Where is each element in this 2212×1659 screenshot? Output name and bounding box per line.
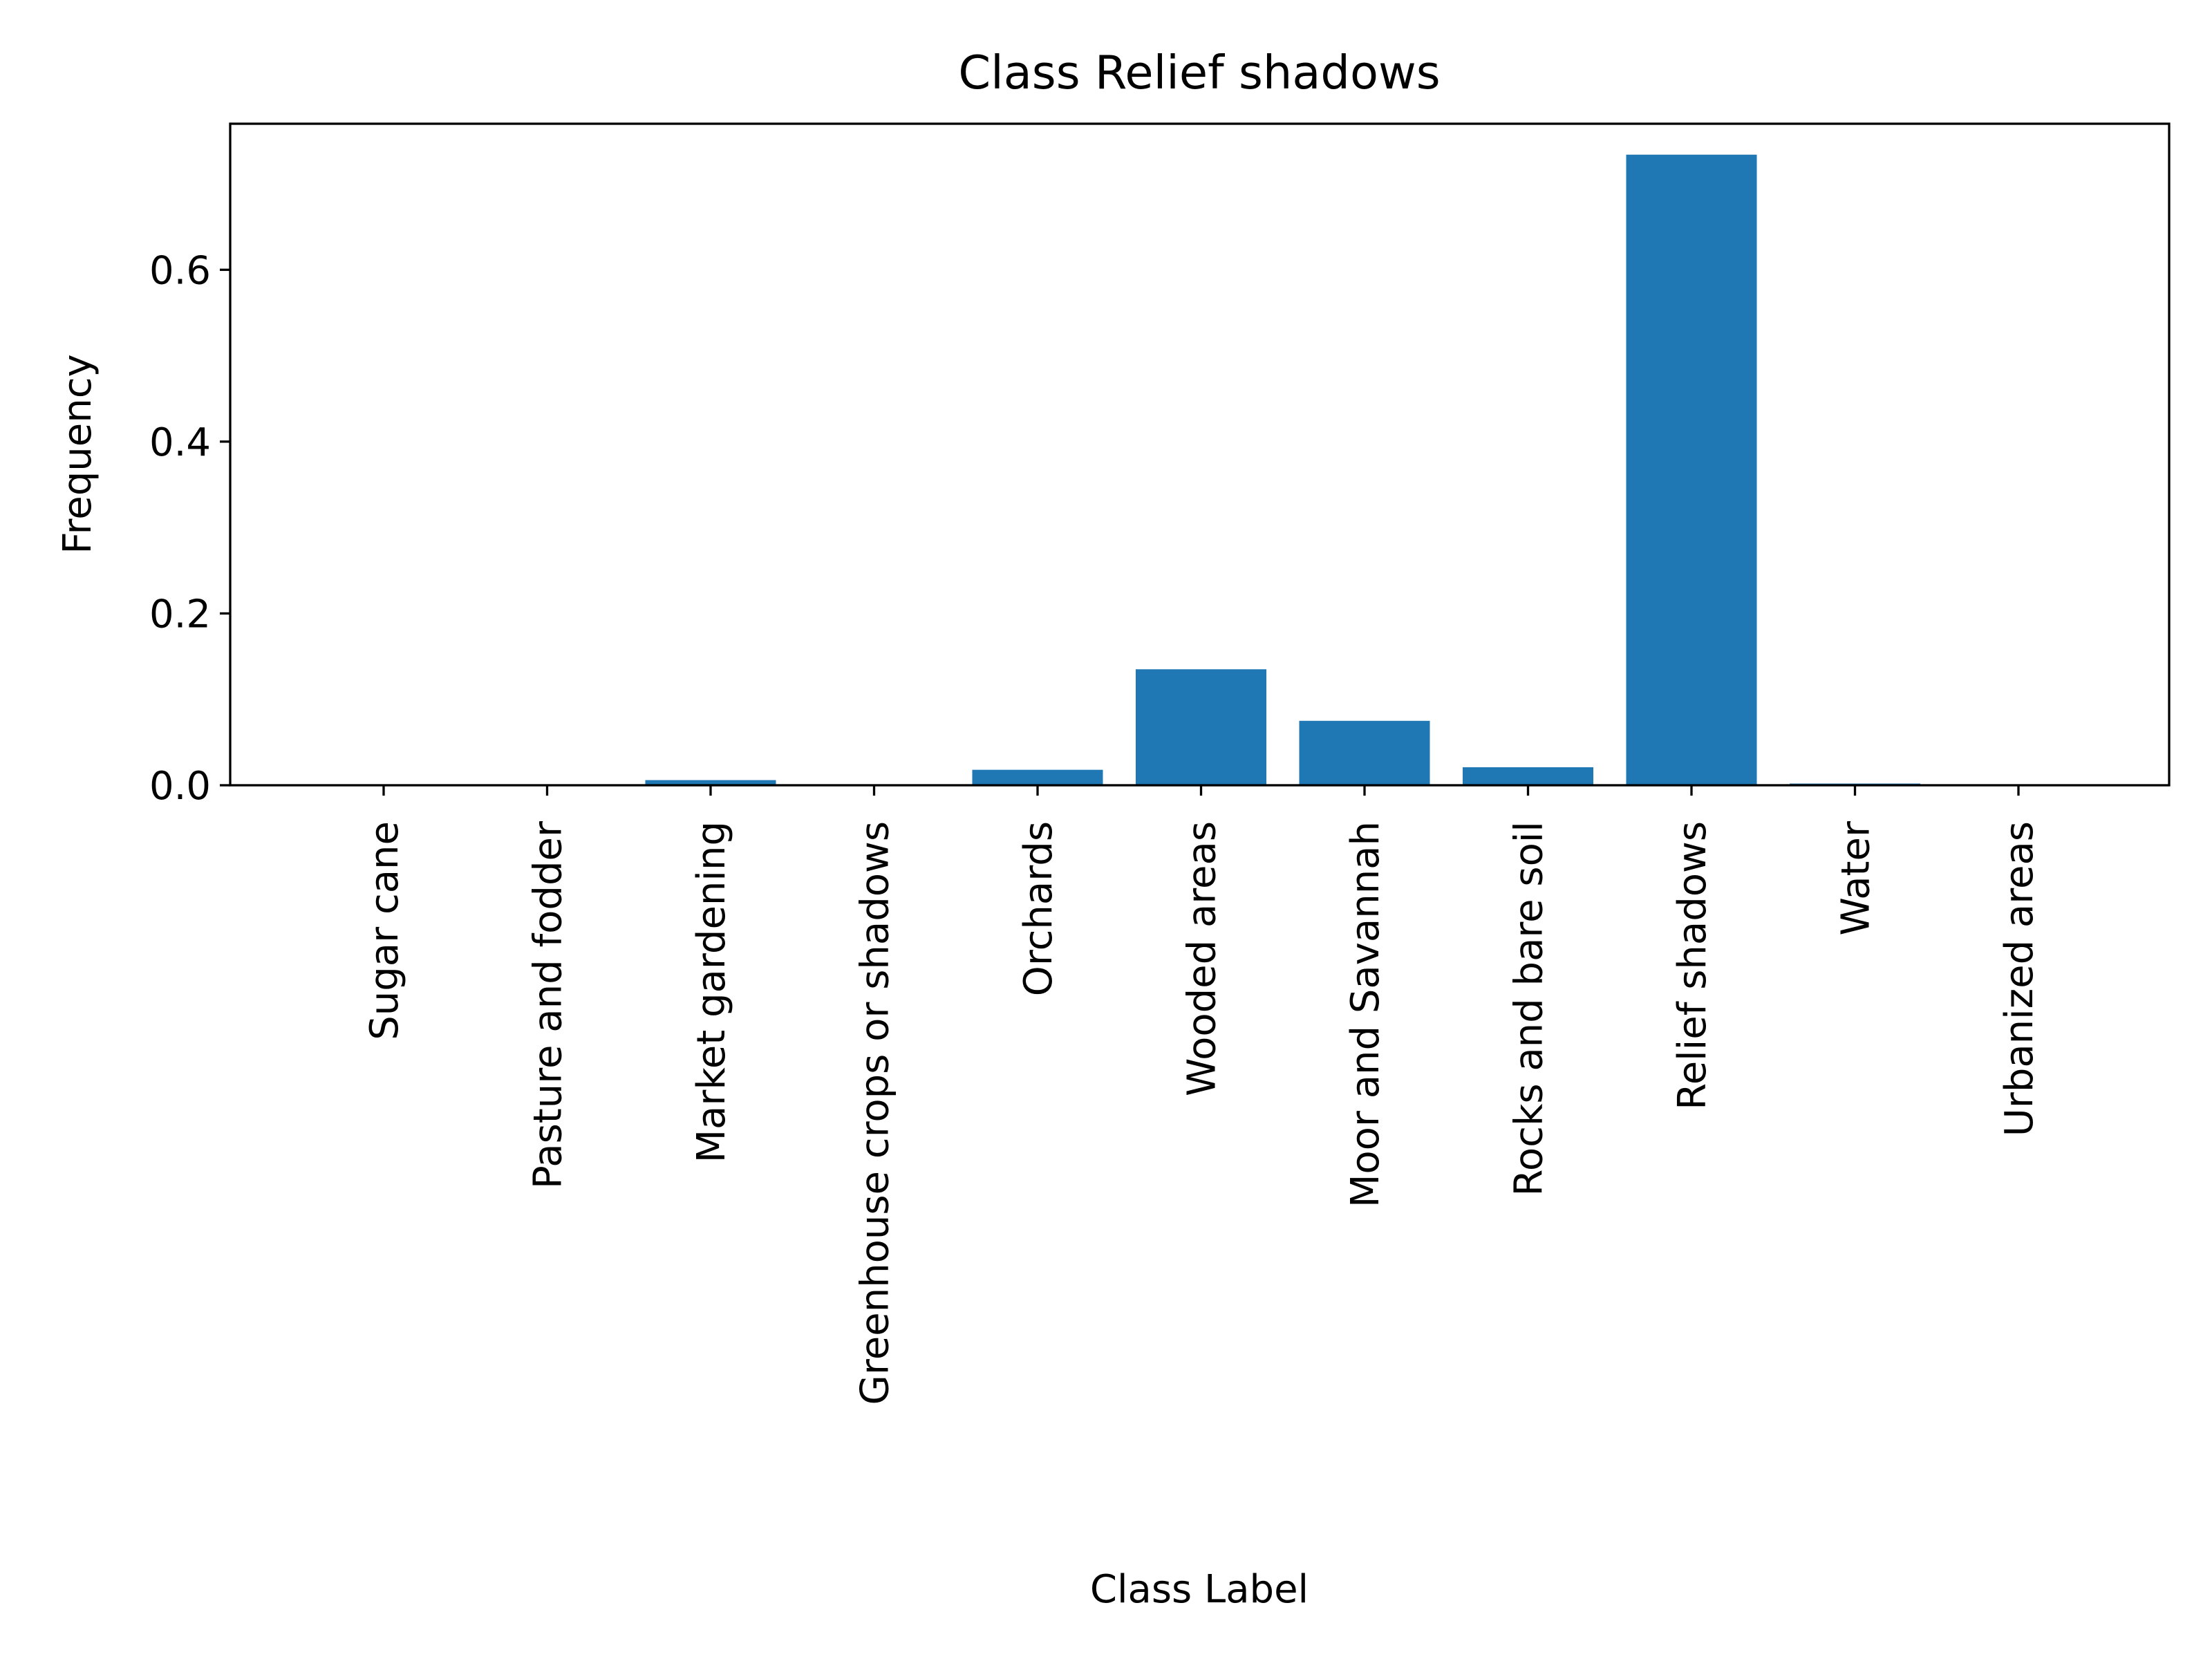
x-tick-label-3: Greenhouse crops or shadows [853, 821, 898, 1405]
bar-4 [972, 769, 1103, 785]
x-tick-label-9: Water [1834, 821, 1879, 936]
plot-frame [229, 122, 2171, 787]
bars-group [318, 154, 2084, 785]
x-tick-label-10: Urbanized areas [1997, 821, 2042, 1136]
chart-title: Class Relief shadows [958, 46, 1440, 100]
y-axis-ticks: 0.0 0.2 0.4 0.6 [149, 248, 230, 809]
bar-6 [1299, 720, 1430, 785]
y-tick-label-0: 0.0 [149, 764, 211, 809]
x-tick-label-4: Orchards [1016, 821, 1061, 996]
y-tick-label-3: 0.6 [149, 248, 211, 293]
x-tick-label-1: Pasture and fodder [526, 821, 571, 1189]
y-axis-label: Frequency [55, 354, 100, 554]
bar-2 [645, 780, 776, 785]
x-tick-label-2: Market gardening [689, 821, 734, 1163]
x-tick-label-6: Moor and Savannah [1343, 821, 1388, 1208]
x-tick-label-5: Wooded areas [1180, 821, 1225, 1096]
x-tick-label-7: Rocks and bare soil [1507, 821, 1552, 1196]
y-tick-label-2: 0.4 [149, 420, 211, 465]
bar-7 [1463, 767, 1593, 785]
y-tick-label-1: 0.2 [149, 592, 211, 637]
bar-5 [1136, 669, 1266, 785]
bar-8 [1626, 154, 1757, 785]
x-tick-label-8: Relief shadows [1670, 821, 1715, 1110]
x-axis-label: Class Label [1090, 1567, 1309, 1612]
x-tick-label-0: Sugar cane [362, 821, 407, 1040]
x-axis-ticks: Sugar cane Pasture and fodder Market garde… [362, 785, 2042, 1405]
